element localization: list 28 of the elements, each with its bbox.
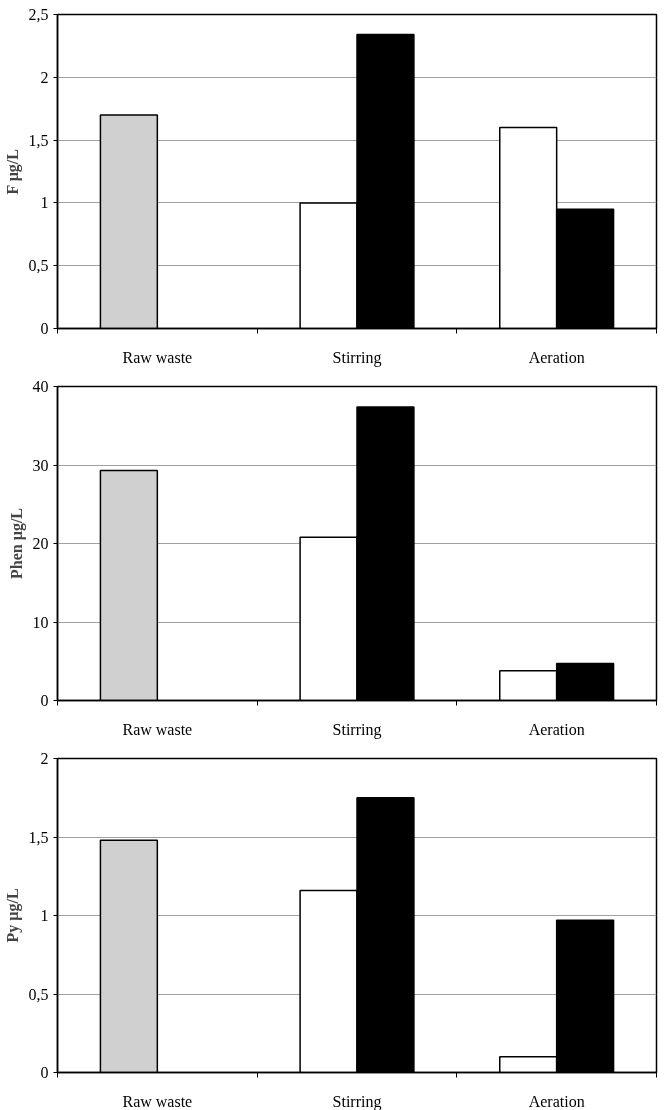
x-tick-label: Stirring <box>332 720 382 739</box>
x-tick-label: Raw waste <box>122 348 193 366</box>
y-tick-label: 20 <box>32 535 49 552</box>
y-axis-title: Py µg/L <box>3 888 22 943</box>
y-tick-label: 10 <box>32 613 49 631</box>
y-tick-label: 1,5 <box>28 131 49 149</box>
y-tick-label: 2,5 <box>28 6 49 23</box>
x-tick-label: Raw waste <box>122 720 193 738</box>
y-axis-title: F µg/L <box>3 149 22 195</box>
y-tick-label: 0 <box>40 692 49 709</box>
y-tick-label: 0 <box>40 320 49 337</box>
y-tick-label: 1 <box>40 194 49 212</box>
y-tick-label: 30 <box>32 456 49 474</box>
y-tick-label: 1,5 <box>28 828 49 846</box>
y-tick-label: 2 <box>40 68 49 86</box>
y-tick-label: 0,5 <box>28 257 49 275</box>
x-tick-label: Stirring <box>332 1092 382 1110</box>
x-tick-label: Stirring <box>332 348 382 367</box>
y-tick-label: 0,5 <box>28 985 49 1003</box>
x-tick-label: Aeration <box>528 348 585 366</box>
y-tick-label: 2 <box>40 750 49 767</box>
x-tick-label: Raw waste <box>122 1092 193 1110</box>
y-axis-title: Phen µg/L <box>7 507 26 579</box>
x-tick-label: Aeration <box>528 720 585 738</box>
y-tick-label: 1 <box>40 907 49 924</box>
y-tick-label: 0 <box>40 1064 49 1081</box>
y-tick-label: 40 <box>32 378 49 395</box>
x-tick-label: Aeration <box>528 1092 585 1110</box>
